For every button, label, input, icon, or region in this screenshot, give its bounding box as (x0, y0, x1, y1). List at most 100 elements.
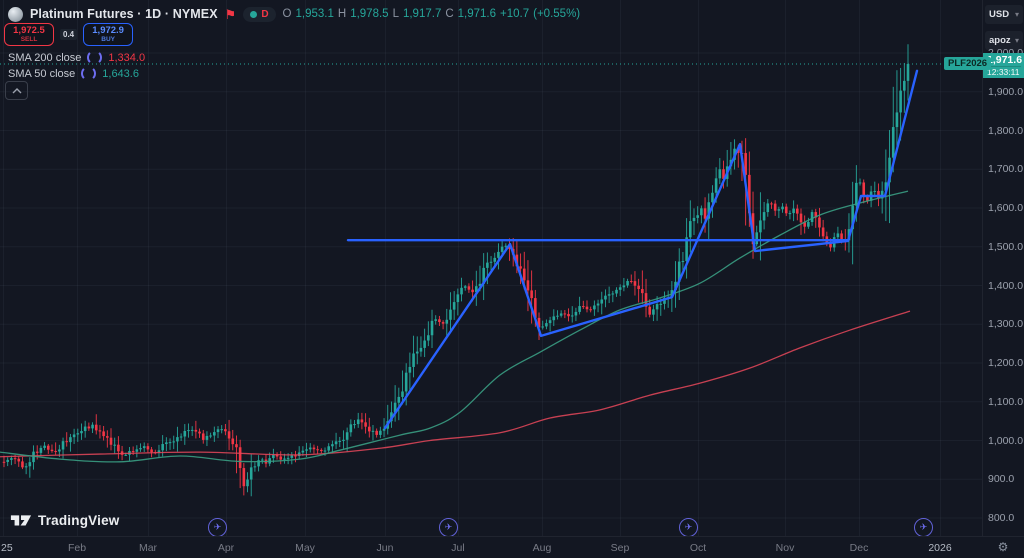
candle-body (397, 396, 401, 403)
candle-body (810, 212, 814, 223)
candle-body (419, 347, 423, 352)
candle-body (260, 459, 264, 461)
scale-settings-gear-icon[interactable]: ⚙ (997, 540, 1009, 554)
indicator-row-sma50[interactable]: SMA 50 close 1,643.6 (8, 66, 139, 81)
unit-dropdown[interactable]: apoz ▾ (985, 31, 1023, 50)
candle-body (441, 322, 445, 324)
candle-body (201, 433, 205, 440)
candle-body (375, 430, 378, 435)
candle-body (98, 430, 102, 432)
candle-body (286, 457, 290, 459)
flag-icon[interactable]: ⚑ (224, 6, 237, 22)
open-label: O (282, 8, 292, 20)
candle-body (530, 290, 533, 299)
chevron-up-icon (12, 87, 21, 93)
candle-body (87, 426, 91, 429)
buy-button[interactable]: 1,972.9 BUY (83, 23, 134, 46)
time-tick-label[interactable]: Aug (532, 542, 552, 554)
candle-body (360, 419, 364, 423)
time-axis[interactable]: 25 Feb Mar Apr May Jun Jul Aug Sep Oct Nov Dec 2026 (0, 536, 1024, 558)
time-tick-label[interactable]: Oct (689, 542, 707, 554)
candle-body (430, 320, 434, 336)
close-value: 1,971.6 (457, 8, 497, 20)
time-tick-label[interactable]: Feb (67, 542, 87, 554)
candle-body (508, 245, 511, 249)
candle-body (814, 212, 818, 218)
candle-body (626, 281, 629, 286)
candle-body (593, 305, 596, 310)
candle-body (548, 320, 552, 324)
candle-body (611, 293, 615, 295)
price-tick-label: 1,000.0 (988, 434, 1024, 447)
time-tick-label[interactable]: Jul (451, 542, 465, 554)
time-tick-label[interactable]: Apr (217, 542, 235, 554)
candle-body (559, 313, 563, 316)
candle-body (784, 206, 788, 214)
high-label: H (337, 8, 347, 20)
tradingview-logo-text: TradingView (38, 512, 120, 528)
candle-body (135, 449, 139, 452)
candle-body (235, 444, 238, 448)
candle-body (504, 245, 508, 247)
sma-200-line[interactable] (0, 310, 911, 458)
time-tick-label[interactable]: Sep (610, 542, 630, 554)
candle-body (157, 450, 161, 453)
tradingview-logo[interactable]: TradingView (10, 512, 119, 528)
time-tick-label[interactable]: Dec (849, 542, 869, 554)
time-tick-label[interactable]: Jun (376, 542, 394, 554)
candle-body (851, 205, 854, 230)
candle-body (161, 444, 164, 451)
event-marker-icon[interactable]: ✈ (914, 518, 933, 537)
price-tick-label: 1,700.0 (988, 163, 1024, 176)
candle-body (489, 261, 493, 263)
sell-button[interactable]: 1,972.5 SELL (4, 23, 54, 46)
candle-body (72, 434, 76, 438)
candle-body (290, 455, 294, 458)
candle-body (766, 203, 770, 213)
candle-body (474, 286, 478, 293)
candle-body (331, 444, 334, 447)
candle-body (246, 479, 249, 487)
candle-body (629, 281, 633, 283)
candle-body (607, 294, 611, 296)
candle-body (570, 315, 574, 317)
candle-body (124, 454, 128, 456)
candle-body (249, 467, 253, 480)
currency-dropdown[interactable]: USD ▾ (985, 5, 1023, 24)
candle-body (585, 306, 589, 310)
event-marker-icon[interactable]: ✈ (439, 518, 458, 537)
event-marker-icon[interactable]: ✈ (208, 518, 227, 537)
symbol-logo-icon[interactable] (8, 6, 23, 22)
time-tick-label[interactable]: Mar (138, 542, 158, 554)
candle-body (176, 437, 179, 442)
sma-50-line[interactable] (0, 190, 909, 463)
candle-body (10, 458, 13, 460)
event-marker-icon[interactable]: ✈ (679, 518, 698, 537)
legend-collapse-button[interactable] (5, 81, 28, 100)
price-axis[interactable]: USD ▾ apoz ▾ 2,000.01,900.01,800.01,700.… (982, 0, 1024, 536)
candle-body (677, 261, 681, 282)
time-tick-label[interactable]: Nov (775, 542, 795, 554)
candle-body (899, 90, 902, 113)
candle-body (722, 169, 725, 179)
time-tick-label[interactable]: May (295, 542, 315, 554)
zigzag-trendline[interactable] (383, 69, 919, 430)
candle-body (6, 459, 9, 462)
candle-body (703, 208, 707, 219)
candle-body (478, 283, 482, 287)
chevron-down-icon: ▾ (1014, 10, 1019, 19)
time-tick-label[interactable]: 25 (1, 542, 13, 554)
buy-price: 1,972.9 (92, 25, 124, 36)
time-tick-label[interactable]: 2026 (928, 542, 952, 554)
symbol-title[interactable]: Platinum Futures · 1D · NYMEX (30, 7, 218, 21)
candle-body (353, 424, 356, 426)
market-status-badge[interactable]: D (243, 6, 276, 22)
candlestick-chart[interactable] (0, 0, 982, 536)
candle-body (537, 317, 541, 328)
candle-body (320, 449, 323, 452)
candle-body (213, 432, 216, 436)
indicator-row-sma200[interactable]: SMA 200 close 1,334.0 (8, 50, 145, 65)
candle-body (552, 316, 556, 321)
candle-body (641, 289, 644, 294)
